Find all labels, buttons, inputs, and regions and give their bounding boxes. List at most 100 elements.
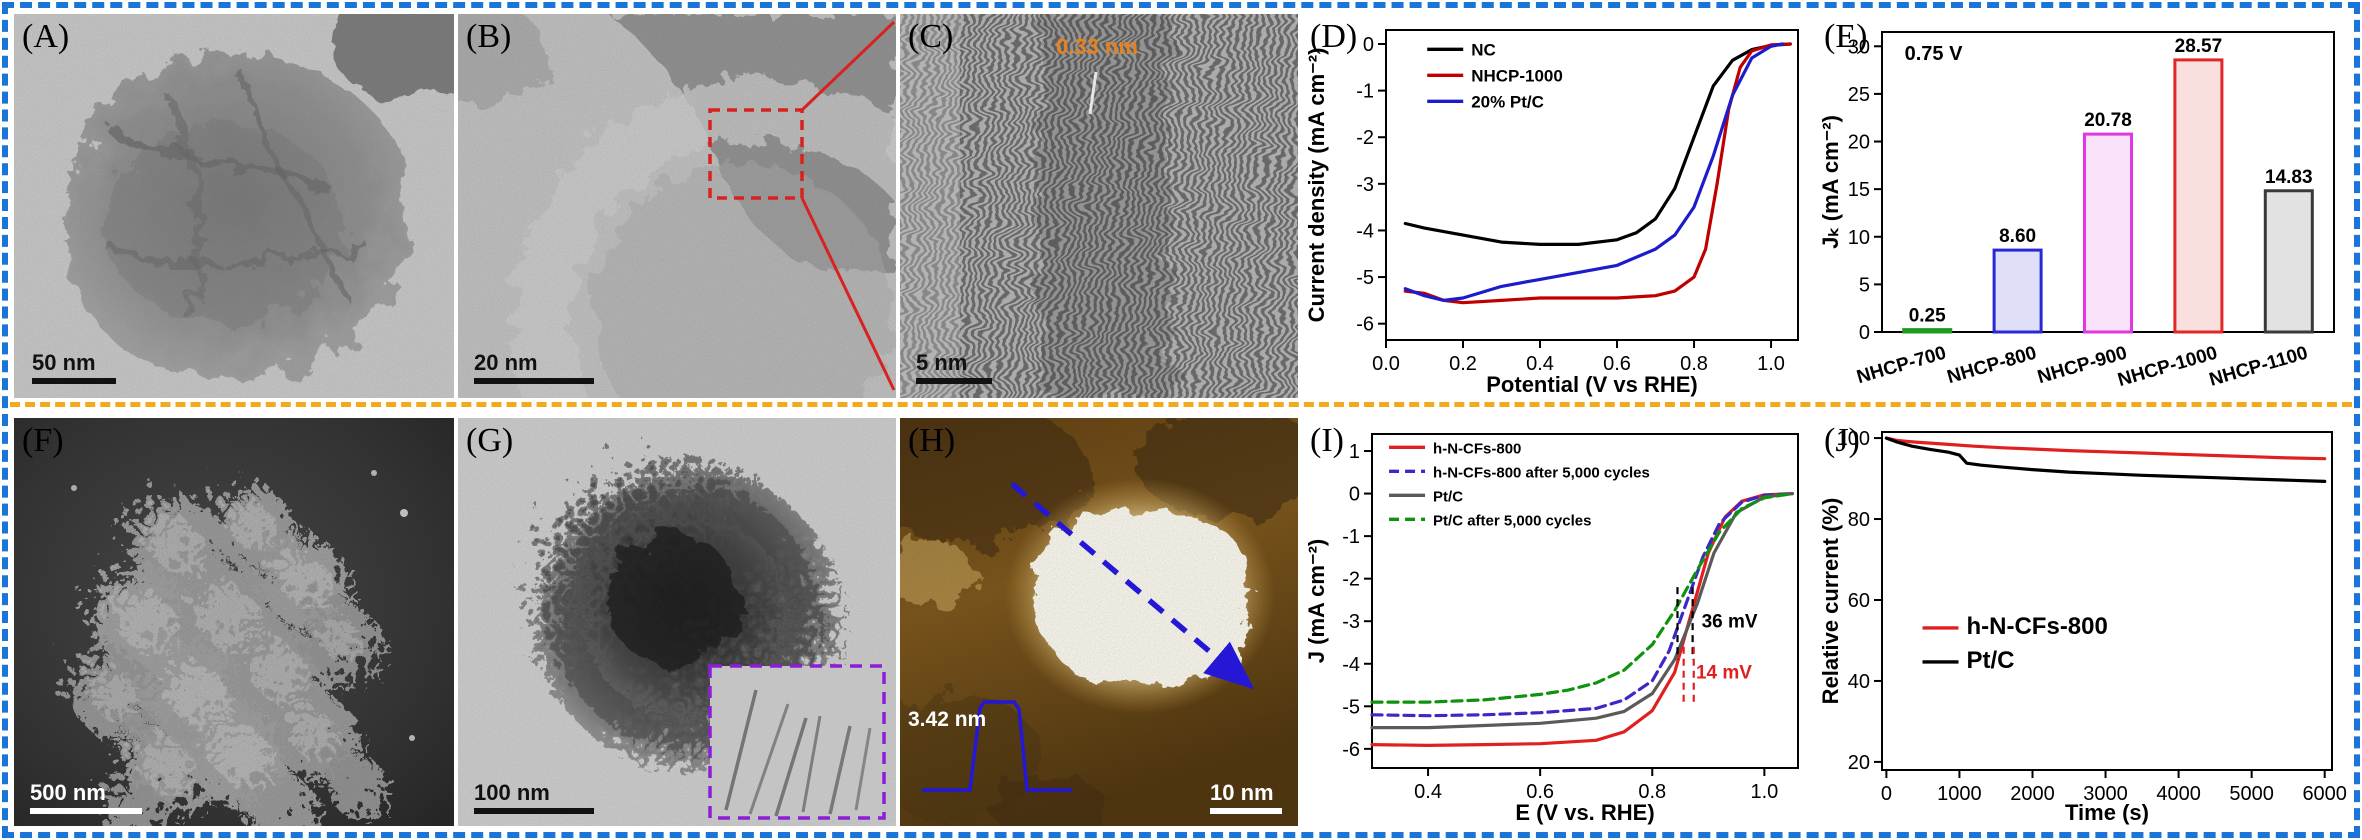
svg-text:36 mV: 36 mV — [1702, 612, 1758, 633]
svg-text:-3: -3 — [1356, 174, 1374, 196]
svg-text:Current density (mA cm⁻²): Current density (mA cm⁻²) — [1304, 48, 1329, 323]
scalebar-G-bar — [474, 808, 594, 814]
panel-label-F: (F) — [22, 422, 64, 459]
svg-text:80: 80 — [1848, 509, 1870, 531]
svg-text:-3: -3 — [1342, 611, 1360, 633]
scalebar-B: 20 nm — [474, 352, 594, 384]
panel-D-lsv-chart: 0 -1 -2 -3 -4 -5 -6 0.0 0.2 0.4 0.6 0.8 1.0 Potential… — [1302, 14, 1812, 398]
inset-hrtem-box — [708, 664, 886, 820]
svg-text:-4: -4 — [1342, 654, 1360, 676]
svg-text:-4: -4 — [1356, 220, 1374, 242]
panel-E-bar-chart: 0 5 10 15 20 25 30 NHCP-700 NHCP-800 NHCP-900 NHCP… — [1816, 14, 2348, 398]
scalebar-A-text: 50 nm — [32, 350, 96, 375]
svg-text:h-N-CFs-800: h-N-CFs-800 — [1967, 613, 2108, 640]
panel-B-tem-image: (B) 20 nm — [458, 14, 896, 398]
svg-text:NHCP-1100: NHCP-1100 — [2207, 343, 2310, 391]
svg-text:NHCP-800: NHCP-800 — [1945, 343, 2039, 389]
panel-label-E: (E) — [1824, 18, 1868, 55]
panel-label-G: (G) — [466, 422, 514, 459]
scalebar-A-bar — [32, 378, 116, 384]
svg-text:1.0: 1.0 — [1757, 353, 1785, 375]
svg-text:0.25: 0.25 — [1909, 306, 1946, 327]
svg-text:1.0: 1.0 — [1750, 781, 1778, 803]
svg-text:Relative current (%): Relative current (%) — [1818, 498, 1843, 705]
svg-text:60: 60 — [1848, 590, 1870, 612]
svg-text:E (V vs. RHE): E (V vs. RHE) — [1515, 800, 1654, 825]
svg-text:1000: 1000 — [1937, 783, 1982, 805]
hrtem-texture-C — [900, 14, 1298, 398]
panel-C-hrtem-image: (C) 0.33 nm 5 nm — [900, 14, 1298, 398]
svg-text:20% Pt/C: 20% Pt/C — [1471, 92, 1544, 111]
svg-text:0.8: 0.8 — [1638, 781, 1666, 803]
svg-text:0.0: 0.0 — [1372, 353, 1400, 375]
scalebar-G-text: 100 nm — [474, 780, 550, 805]
svg-text:8.60: 8.60 — [1999, 226, 2036, 247]
svg-text:25: 25 — [1848, 84, 1870, 106]
scalebar-C: 5 nm — [916, 352, 992, 384]
panel-I-lsv-chart: 1 0 -1 -2 -3 -4 -5 -6 0.4 0.6 0.8 1.0 E (V vs. RHE) J… — [1302, 418, 1812, 826]
svg-text:20.78: 20.78 — [2084, 110, 2132, 131]
svg-text:Potential (V vs RHE): Potential (V vs RHE) — [1486, 372, 1697, 397]
svg-text:4000: 4000 — [2156, 783, 2201, 805]
tem-texture-B — [458, 14, 896, 398]
svg-text:NC: NC — [1471, 40, 1496, 59]
svg-text:0: 0 — [1881, 783, 1892, 805]
scalebar-F-text: 500 nm — [30, 780, 106, 805]
scalebar-F-bar — [30, 808, 142, 814]
scalebar-H-text: 10 nm — [1210, 780, 1274, 805]
row-divider-line — [10, 402, 2352, 407]
height-profile-curve — [922, 700, 1072, 792]
svg-text:0.2: 0.2 — [1449, 353, 1477, 375]
panel-label-J: (J) — [1824, 422, 1860, 459]
svg-text:-2: -2 — [1342, 569, 1360, 591]
panel-label-I: (I) — [1310, 422, 1344, 459]
svg-text:NHCP-1000: NHCP-1000 — [2116, 343, 2220, 391]
svg-text:5: 5 — [1859, 274, 1870, 296]
section-line-arrow — [1010, 481, 1255, 690]
panel-label-C: (C) — [908, 18, 954, 55]
lsv-chart-D: 0 -1 -2 -3 -4 -5 -6 0.0 0.2 0.4 0.6 0.8 1.0 Potential… — [1304, 29, 1799, 397]
scalebar-B-text: 20 nm — [474, 350, 538, 375]
scalebar-B-bar — [474, 378, 594, 384]
scalebar-H-bar — [1210, 808, 1282, 814]
svg-text:28.57: 28.57 — [2175, 36, 2223, 57]
panel-label-B: (B) — [466, 18, 512, 55]
panel-F-sem-image: (F) 500 nm — [14, 418, 454, 826]
svg-text:Jₖ (mA cm⁻²): Jₖ (mA cm⁻²) — [1818, 115, 1843, 249]
svg-text:-5: -5 — [1356, 267, 1374, 289]
svg-text:20: 20 — [1848, 132, 1870, 154]
svg-text:h-N-CFs-800 after 5,000 cycle: h-N-CFs-800 after 5,000 cycles — [1433, 464, 1650, 481]
svg-text:0.4: 0.4 — [1526, 353, 1554, 375]
panel-J-stability-chart: 20 40 60 80 100 0 1000 2000 3000 4000 5000 6000 Time… — [1816, 418, 2348, 826]
svg-text:0.6: 0.6 — [1603, 353, 1631, 375]
svg-text:0.6: 0.6 — [1526, 781, 1554, 803]
svg-text:-2: -2 — [1356, 127, 1374, 149]
svg-text:NHCP-1000: NHCP-1000 — [1471, 66, 1563, 85]
svg-text:0: 0 — [1859, 322, 1870, 344]
svg-text:-1: -1 — [1342, 526, 1360, 548]
svg-text:14.83: 14.83 — [2265, 167, 2313, 188]
lsv-chart-I: 1 0 -1 -2 -3 -4 -5 -6 0.4 0.6 0.8 1.0 E (V vs. RHE) J… — [1304, 433, 1799, 825]
tem-texture-G — [458, 418, 896, 826]
svg-text:15: 15 — [1848, 179, 1870, 201]
svg-text:-6: -6 — [1342, 739, 1360, 761]
scalebar-C-text: 5 nm — [916, 350, 968, 375]
sem-texture-F — [14, 418, 454, 826]
lattice-spacing-marker — [1088, 71, 1098, 115]
svg-text:Pt/C after 5,000 cycles: Pt/C after 5,000 cycles — [1433, 512, 1591, 529]
svg-text:h-N-CFs-800: h-N-CFs-800 — [1433, 440, 1521, 457]
panel-label-A: (A) — [22, 18, 70, 55]
panel-label-H: (H) — [908, 422, 956, 459]
panel-A-tem-image: (A) 50 nm — [14, 14, 454, 398]
height-annotation: 3.42 nm — [908, 708, 987, 731]
scalebar-C-bar — [916, 378, 992, 384]
svg-text:Pt/C: Pt/C — [1967, 647, 2015, 674]
svg-text:-6: -6 — [1356, 314, 1374, 336]
scalebar-G: 100 nm — [474, 782, 594, 814]
svg-text:6000: 6000 — [2302, 783, 2347, 805]
panel-H-afm-image: (H) 3.42 nm 10 nm — [900, 418, 1298, 826]
afm-texture-H — [900, 418, 1298, 826]
zoom-region-box — [708, 108, 804, 200]
svg-text:0.8: 0.8 — [1680, 353, 1708, 375]
